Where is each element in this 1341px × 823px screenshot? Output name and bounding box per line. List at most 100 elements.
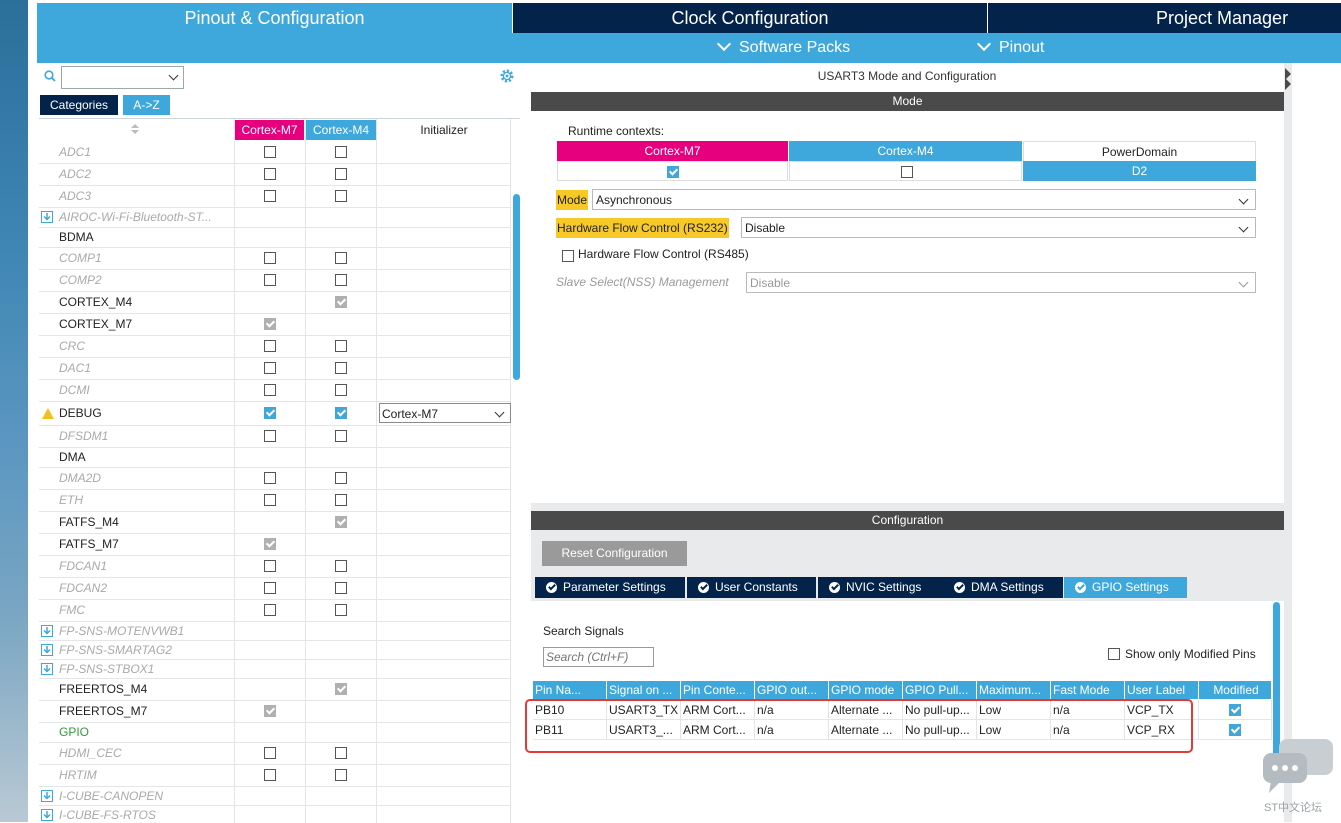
grid-cell[interactable]: PB10 xyxy=(533,700,607,720)
peripheral-row[interactable]: CRC xyxy=(39,335,510,358)
peripheral-row[interactable]: DEBUG Cortex-M7 xyxy=(39,401,511,426)
cortex-m4-checkbox[interactable] xyxy=(335,146,347,158)
peripheral-row[interactable]: FDCAN1 xyxy=(39,555,510,578)
peripheral-row[interactable]: FATFS_M4 xyxy=(39,511,510,534)
peripheral-row[interactable]: BDMA xyxy=(39,227,510,248)
grid-column-header[interactable]: Pin Na... xyxy=(533,681,607,699)
grid-cell[interactable]: n/a xyxy=(1051,720,1125,740)
grid-cell[interactable]: PB11 xyxy=(533,720,607,740)
grid-column-header[interactable]: GPIO Pull... xyxy=(903,681,977,699)
grid-cell[interactable]: USART3_... xyxy=(607,720,681,740)
peripheral-search-combo[interactable] xyxy=(61,66,184,89)
peripheral-row[interactable]: HRTIM xyxy=(39,764,510,787)
peripheral-row[interactable]: COMP2 xyxy=(39,269,510,292)
grid-cell[interactable]: Low xyxy=(977,720,1051,740)
peripheral-row[interactable]: CORTEX_M4 xyxy=(39,291,510,314)
mode-select[interactable]: Asynchronous xyxy=(592,189,1256,210)
modified-checkbox[interactable] xyxy=(1229,704,1241,716)
cortex-m7-checkbox[interactable] xyxy=(264,168,276,180)
grid-cell[interactable]: Alternate ... xyxy=(829,700,903,720)
cortex-m7-checkbox[interactable] xyxy=(264,472,276,484)
cortex-m4-checkbox[interactable] xyxy=(335,384,347,396)
peripheral-row[interactable]: FREERTOS_M4 xyxy=(39,678,510,701)
peripheral-row[interactable]: FP-SNS-MOTENVWB1 xyxy=(39,621,510,641)
peripheral-row[interactable]: FMC xyxy=(39,599,510,622)
context-cortex-m4-checkbox[interactable] xyxy=(901,166,913,178)
grid-column-header[interactable]: GPIO out... xyxy=(755,681,829,699)
peripheral-row[interactable]: I-CUBE-CANOPEN xyxy=(39,786,510,806)
peripheral-row[interactable]: ADC1 xyxy=(39,141,510,164)
grid-cell[interactable]: VCP_TX xyxy=(1125,700,1199,720)
panel-splitter[interactable] xyxy=(531,503,1284,511)
grid-column-header[interactable]: User Label xyxy=(1125,681,1199,699)
tab-pinout-configuration[interactable]: Pinout & Configuration xyxy=(37,3,512,33)
nss-management-select[interactable]: Disable xyxy=(746,272,1256,293)
peripheral-row[interactable]: FATFS_M7 xyxy=(39,533,510,556)
column-header-cortex-m4[interactable]: Cortex-M4 xyxy=(306,120,376,140)
collapse-arrow-icon[interactable] xyxy=(1284,66,1292,90)
peripheral-row[interactable]: DFSDM1 xyxy=(39,425,510,448)
cortex-m7-checkbox[interactable] xyxy=(264,769,276,781)
hw-flow-rs485-checkbox[interactable] xyxy=(562,250,574,262)
peripheral-row[interactable]: ETH xyxy=(39,489,510,512)
cortex-m4-checkbox[interactable] xyxy=(335,769,347,781)
tab-nvic-settings[interactable]: NVIC Settings xyxy=(818,577,943,598)
show-modified-checkbox[interactable] xyxy=(1108,648,1120,660)
tab-parameter-settings[interactable]: Parameter Settings xyxy=(535,577,685,598)
cortex-m7-checkbox[interactable] xyxy=(264,384,276,396)
peripheral-row[interactable]: FDCAN2 xyxy=(39,577,510,600)
grid-cell[interactable]: Low xyxy=(977,700,1051,720)
grid-cell[interactable]: n/a xyxy=(755,720,829,740)
grid-cell[interactable]: USART3_TX xyxy=(607,700,681,720)
column-header-initializer[interactable]: Initializer xyxy=(420,123,468,137)
cortex-m4-checkbox[interactable] xyxy=(335,168,347,180)
right-scrollbar-track[interactable] xyxy=(1284,63,1292,822)
grid-cell[interactable]: ARM Cort... xyxy=(681,720,755,740)
cortex-m7-checkbox[interactable] xyxy=(264,430,276,442)
az-view-button[interactable]: A->Z xyxy=(123,95,170,115)
cortex-m7-checkbox[interactable] xyxy=(264,407,276,419)
peripheral-row[interactable]: HDMI_CEC xyxy=(39,742,510,765)
context-cortex-m7-checkbox[interactable] xyxy=(667,166,679,178)
cortex-m4-checkbox[interactable] xyxy=(335,190,347,202)
tab-dma-settings[interactable]: DMA Settings xyxy=(943,577,1063,598)
reset-configuration-button[interactable]: Reset Configuration xyxy=(542,541,687,566)
peripheral-row[interactable]: FREERTOS_M7 xyxy=(39,700,510,723)
cortex-m7-checkbox[interactable] xyxy=(264,362,276,374)
grid-cell[interactable]: No pull-up... xyxy=(903,700,977,720)
cortex-m4-checkbox[interactable] xyxy=(335,252,347,264)
grid-column-header[interactable]: Fast Mode xyxy=(1051,681,1125,699)
cortex-m7-checkbox[interactable] xyxy=(264,340,276,352)
peripheral-row[interactable]: DAC1 xyxy=(39,357,510,380)
peripheral-row[interactable]: AIROC-Wi-Fi-Bluetooth-ST... xyxy=(39,207,510,228)
cortex-m7-checkbox[interactable] xyxy=(264,604,276,616)
cortex-m7-checkbox[interactable] xyxy=(264,146,276,158)
cortex-m7-checkbox[interactable] xyxy=(264,190,276,202)
hw-flow-rs232-select[interactable]: Disable xyxy=(741,217,1256,238)
cortex-m4-checkbox[interactable] xyxy=(335,494,347,506)
cortex-m4-checkbox[interactable] xyxy=(335,560,347,572)
grid-column-header[interactable]: GPIO mode xyxy=(829,681,903,699)
peripheral-row[interactable]: I-CUBE-FS-RTOS xyxy=(39,805,510,823)
peripheral-row[interactable]: ADC3 xyxy=(39,185,510,208)
pinout-menu[interactable]: Pinout xyxy=(976,33,1044,63)
peripheral-row[interactable]: FP-SNS-SMARTAG2 xyxy=(39,640,510,660)
left-scrollbar[interactable] xyxy=(513,194,520,380)
cortex-m4-checkbox[interactable] xyxy=(335,604,347,616)
tab-clock-configuration[interactable]: Clock Configuration xyxy=(513,3,987,33)
modified-checkbox[interactable] xyxy=(1229,724,1241,736)
initializer-select[interactable]: Cortex-M7 xyxy=(379,403,511,423)
cortex-m7-checkbox[interactable] xyxy=(264,274,276,286)
cortex-m7-checkbox[interactable] xyxy=(264,494,276,506)
cortex-m7-checkbox[interactable] xyxy=(264,582,276,594)
peripheral-row[interactable]: FP-SNS-STBOX1 xyxy=(39,659,510,679)
grid-column-header[interactable]: Signal on ... xyxy=(607,681,681,699)
column-header-cortex-m7[interactable]: Cortex-M7 xyxy=(235,120,304,140)
cortex-m4-checkbox[interactable] xyxy=(335,747,347,759)
grid-column-header[interactable]: Maximum... xyxy=(977,681,1051,699)
powerdomain-value[interactable]: D2 xyxy=(1023,161,1256,181)
peripheral-row[interactable]: ADC2 xyxy=(39,163,510,186)
cortex-m4-checkbox[interactable] xyxy=(335,582,347,594)
cortex-m4-checkbox[interactable] xyxy=(335,340,347,352)
tab-project-manager[interactable]: Project Manager xyxy=(988,3,1341,33)
